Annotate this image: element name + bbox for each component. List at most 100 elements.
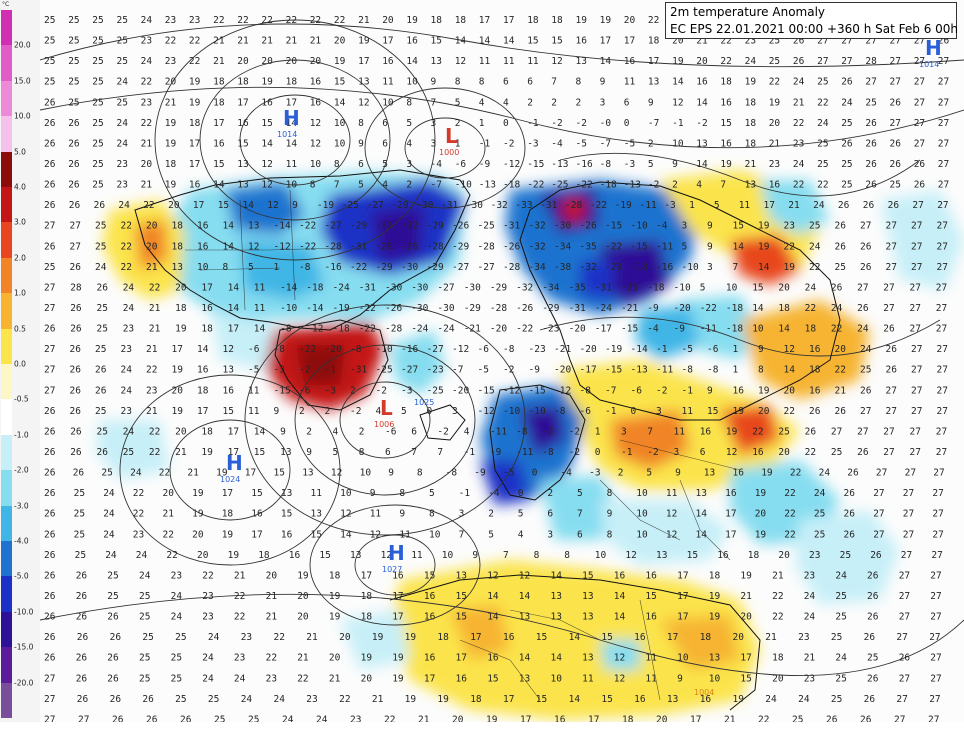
grid-value: 15 <box>456 591 467 602</box>
grid-value: -2 <box>437 426 448 437</box>
grid-value: -15 <box>527 159 544 170</box>
grid-value: 27 <box>886 385 897 396</box>
grid-value: 26 <box>835 406 847 417</box>
grid-value: 26 <box>180 714 192 722</box>
grid-value: -15 <box>605 221 622 232</box>
grid-value: -18 <box>600 180 617 191</box>
grid-value: 18 <box>437 632 449 643</box>
grid-value: 16 <box>201 303 213 314</box>
grid-value: 16 <box>310 97 322 108</box>
grid-value: 23 <box>146 385 157 396</box>
legend-label: 3.0 <box>14 217 26 227</box>
grid-value: 27 <box>886 406 897 417</box>
grid-value: 22 <box>121 241 132 252</box>
high-pressure-label: H <box>226 451 243 475</box>
grid-value: 22 <box>817 180 828 191</box>
grid-value: 14 <box>551 653 563 664</box>
grid-value: 26 <box>70 385 82 396</box>
grid-value: 19 <box>175 324 187 335</box>
grid-value: 27 <box>937 344 948 355</box>
grid-value: 15 <box>536 632 547 643</box>
grid-value: 22 <box>159 468 170 479</box>
grid-value: 4 <box>464 426 470 437</box>
grid-value: 10 <box>636 509 648 520</box>
grid-value: 7 <box>720 180 726 191</box>
grid-value: -11 <box>656 241 673 252</box>
grid-value: 21 <box>306 632 318 643</box>
grid-value: 21 <box>772 570 784 581</box>
grid-value: -32 <box>529 241 546 252</box>
grid-value: 27 <box>44 221 55 232</box>
grid-value: 14 <box>696 509 708 520</box>
grid-value: 25 <box>841 159 852 170</box>
grid-value: 17 <box>690 714 701 722</box>
grid-value: -21 <box>621 303 638 314</box>
grid-value: 18 <box>361 612 373 623</box>
grid-value: 21 <box>740 591 752 602</box>
legend-swatch <box>1 399 12 436</box>
grid-value: 15 <box>551 36 562 47</box>
grid-value: 26 <box>69 200 81 211</box>
grid-value: 8 <box>576 77 582 88</box>
grid-value: -4 <box>656 221 668 232</box>
grid-value: -19 <box>605 344 622 355</box>
grid-value: 5 <box>700 282 706 293</box>
grid-value: -29 <box>427 262 444 273</box>
grid-value: 25 <box>95 406 106 417</box>
grid-value: 25 <box>74 509 85 520</box>
grid-value: 26 <box>70 426 82 437</box>
grid-value: -1 <box>459 488 471 499</box>
grid-value: 27 <box>914 138 925 149</box>
grid-value: 24 <box>282 714 294 722</box>
grid-value: -10 <box>631 221 648 232</box>
grid-value: 23 <box>165 15 176 26</box>
grid-value: 17 <box>213 118 224 129</box>
grid-value: 26 <box>95 385 107 396</box>
grid-value: 17 <box>251 529 262 540</box>
grid-value: 27 <box>912 200 923 211</box>
legend-swatch <box>1 682 12 719</box>
grid-value: 15 <box>487 673 498 684</box>
grid-value: 14 <box>228 303 240 314</box>
grid-value: 19 <box>228 550 240 561</box>
grid-value: -22 <box>359 303 376 314</box>
grid-value: -5 <box>576 138 587 149</box>
color-scale-legend: °C 20.0 15.0 10.0 5.0 4.0 3.0 2.0 1.0 0.5 0.0 -0.5… <box>0 0 40 722</box>
grid-value: -22 <box>350 262 367 273</box>
grid-value: 25 <box>860 365 871 376</box>
grid-value: 3 <box>452 406 458 417</box>
grid-value: -11 <box>640 200 657 211</box>
grid-value: 9 <box>672 159 678 170</box>
grid-value: 10 <box>752 324 764 335</box>
grid-value: 0 <box>631 406 637 417</box>
grid-value: 26 <box>44 180 56 191</box>
grid-value: 5 <box>382 159 388 170</box>
grid-value: 0 <box>503 118 509 129</box>
grid-value: 24 <box>171 591 183 602</box>
grid-value: 17 <box>382 36 393 47</box>
grid-value: 24 <box>105 550 117 561</box>
grid-value: 26 <box>44 509 56 520</box>
grid-value: 1 <box>733 344 739 355</box>
grid-value: 11 <box>254 282 266 293</box>
grid-value: 25 <box>75 550 86 561</box>
grid-value: 26 <box>914 180 926 191</box>
grid-value: -19 <box>333 303 350 314</box>
grid-value: 22 <box>772 612 783 623</box>
grid-value: 14 <box>228 282 240 293</box>
grid-value: 22 <box>237 15 248 26</box>
grid-value: 20 <box>192 529 204 540</box>
grid-value: -25 <box>427 385 444 396</box>
grid-value: 20 <box>297 612 309 623</box>
grid-value: 20 <box>261 56 273 67</box>
grid-value: 24 <box>860 344 872 355</box>
grid-value: 26 <box>844 488 856 499</box>
grid-value: 17 <box>189 138 200 149</box>
grid-value: 26 <box>44 468 56 479</box>
grid-value: 20 <box>672 36 684 47</box>
grid-value: 25 <box>139 653 150 664</box>
grid-value: 27 <box>817 56 828 67</box>
grid-value: 3 <box>674 447 680 458</box>
grid-value: -3 <box>274 365 285 376</box>
